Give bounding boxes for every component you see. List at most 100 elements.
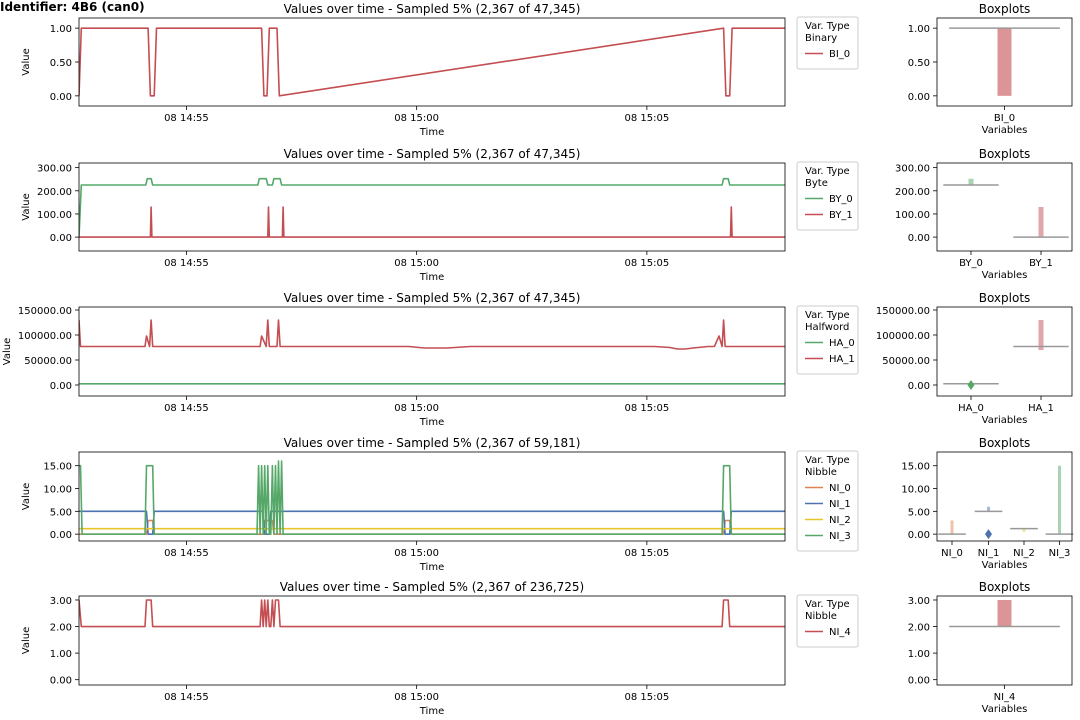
chart-row-1: Values over time - Sampled 5% (2,367 of … (21, 2, 1073, 138)
y-tick-label: 0.00 (50, 530, 72, 541)
y-axis-label: Value (21, 193, 32, 220)
plot-frame (78, 451, 786, 542)
series-line-ni-3 (79, 460, 785, 536)
x-axis-label: Time (419, 272, 444, 283)
chart-row-2: Values over time - Sampled 5% (2,367 of … (21, 147, 1073, 283)
series-line-ni-4 (79, 599, 785, 628)
boxplot-title: Boxplots (979, 2, 1031, 16)
y-axis-label: Value (21, 48, 32, 75)
x-tick-label: 08 14:55 (164, 258, 209, 269)
x-tick-label: NI_4 (994, 692, 1016, 703)
plot-frame (78, 162, 786, 252)
series-line-by-0 (79, 177, 785, 238)
legend-subtitle: Nibble (805, 467, 837, 478)
legend-title: Var. Type (805, 21, 850, 32)
legend-title: Var. Type (805, 599, 850, 610)
plot-frame (78, 17, 786, 107)
x-axis-label: Variables (982, 125, 1028, 136)
violin-ni-0 (950, 520, 954, 535)
y-tick-label: 100000.00 (18, 331, 72, 342)
y-tick-label: 15.00 (901, 462, 930, 473)
y-tick-label: 0.00 (908, 92, 930, 103)
series-group (79, 177, 785, 238)
y-tick-label: 10.00 (901, 485, 930, 496)
y-tick-label: 3.00 (50, 596, 72, 607)
legend-title: Var. Type (805, 310, 850, 321)
x-axis-label: Variables (982, 270, 1028, 281)
violin-by-1 (1038, 207, 1044, 238)
boxplot-frame (936, 306, 1073, 397)
legend-subtitle: Nibble (805, 611, 837, 622)
y-tick-label: 0.00 (50, 92, 72, 103)
x-tick-label: BY_0 (959, 258, 983, 269)
y-tick-label: 0.50 (908, 58, 930, 69)
legend-title: Var. Type (805, 166, 850, 177)
y-tick-label: 300.00 (895, 164, 930, 175)
series-line-ni-1 (79, 510, 785, 536)
legend-subtitle: Halfword (805, 322, 849, 333)
violin-bi-0 (997, 28, 1012, 96)
y-tick-label: 0.00 (50, 676, 72, 687)
y-tick-label: 2.00 (50, 623, 72, 634)
y-axis-label: Value (21, 627, 32, 654)
legend-label: NI_4 (829, 627, 851, 638)
plot-frame (78, 306, 786, 397)
y-tick-label: 15.00 (43, 462, 72, 473)
x-axis-label: Time (419, 127, 444, 138)
legend-label: NI_3 (829, 531, 851, 542)
violin-ni-2 (1022, 528, 1026, 532)
boxplot-title: Boxplots (979, 291, 1031, 305)
boxplot-frame (936, 162, 1073, 252)
y-tick-label: 1.00 (908, 24, 930, 35)
x-tick-label: 08 15:00 (394, 403, 439, 414)
x-tick-label: NI_3 (1049, 548, 1071, 559)
chart-row-3: Values over time - Sampled 5% (2,367 of … (2, 291, 1073, 428)
x-tick-label: 08 15:00 (394, 692, 439, 703)
line-chart-title: Values over time - Sampled 5% (2,367 of … (284, 2, 581, 16)
x-axis-label: Variables (982, 560, 1028, 571)
boxplot-title: Boxplots (979, 436, 1031, 450)
x-tick-label: 08 15:05 (625, 258, 670, 269)
y-tick-label: 5.00 (908, 507, 930, 518)
x-tick-label: 08 14:55 (164, 548, 209, 559)
y-tick-label: 0.00 (908, 233, 930, 244)
outlier-marker (985, 529, 992, 540)
legend-box (796, 16, 859, 70)
x-axis-label: Variables (982, 704, 1028, 715)
outlier-marker (967, 380, 975, 390)
x-tick-label: HA_0 (958, 403, 984, 414)
boxplot-panel: Boxplots 0.00 50000.00 100000.00 150000.00 HA… (876, 291, 1073, 426)
legend-box (796, 594, 859, 648)
violin-ni-4 (997, 599, 1012, 627)
series-line-ni-0 (79, 519, 785, 536)
chart-row-4: Values over time - Sampled 5% (2,367 of … (21, 436, 1074, 573)
boxplot-panel: Boxplots 0.00 100.00 200.00 300.00 BY_0 BY_1Va… (895, 147, 1073, 281)
x-tick-label: 08 14:55 (164, 113, 209, 124)
y-tick-label: 5.00 (50, 507, 72, 518)
y-tick-label: 0.00 (50, 233, 72, 244)
violin-by-0 (968, 178, 974, 185)
line-chart-title: Values over time - Sampled 5% (2,367 of … (284, 436, 581, 450)
y-tick-label: 1.00 (50, 649, 72, 660)
legend-label: NI_2 (829, 515, 851, 526)
boxplot-title: Boxplots (979, 580, 1031, 594)
y-tick-label: 0.00 (908, 676, 930, 687)
line-chart-title: Values over time - Sampled 5% (2,367 of … (284, 291, 581, 305)
plot-frame (78, 595, 786, 686)
legend-box (796, 161, 859, 231)
y-tick-label: 0.50 (50, 58, 72, 69)
y-tick-label: 3.00 (908, 596, 930, 607)
y-tick-label: 100.00 (37, 210, 72, 221)
x-tick-label: NI_1 (978, 548, 1000, 559)
y-tick-label: 10.00 (43, 485, 72, 496)
x-axis-label: Time (419, 562, 444, 573)
x-tick-label: BI_0 (994, 113, 1015, 124)
series-line-ha-1 (79, 319, 785, 350)
x-tick-label: 08 15:00 (394, 548, 439, 559)
